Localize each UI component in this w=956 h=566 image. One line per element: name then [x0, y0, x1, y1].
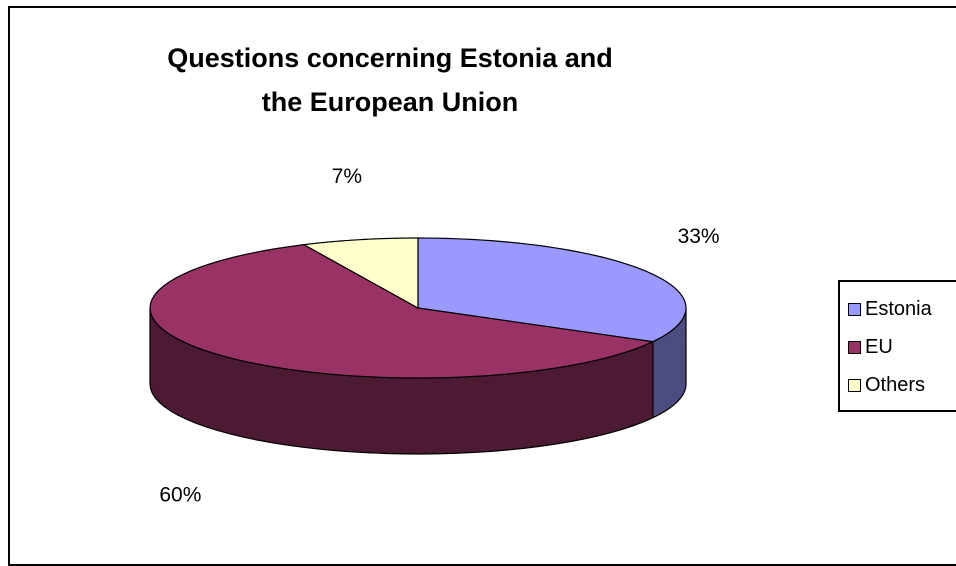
legend-item-others: Others: [848, 370, 925, 400]
legend-label-others: Others: [865, 374, 925, 397]
legend-label-estonia: Estonia: [865, 298, 932, 321]
legend-item-estonia: Estonia: [848, 294, 932, 324]
chart-legend: Estonia EU Others: [838, 280, 956, 412]
legend-label-eu: EU: [865, 336, 893, 359]
data-label-estonia: 33%: [678, 225, 720, 248]
data-label-others: 7%: [332, 165, 362, 188]
legend-swatch-estonia: [848, 303, 861, 316]
pie-chart: 33% 60% 7%: [0, 0, 956, 548]
legend-item-eu: EU: [848, 332, 893, 362]
data-label-eu: 60%: [159, 484, 201, 507]
legend-swatch-others: [848, 379, 861, 392]
legend-swatch-eu: [848, 341, 861, 354]
